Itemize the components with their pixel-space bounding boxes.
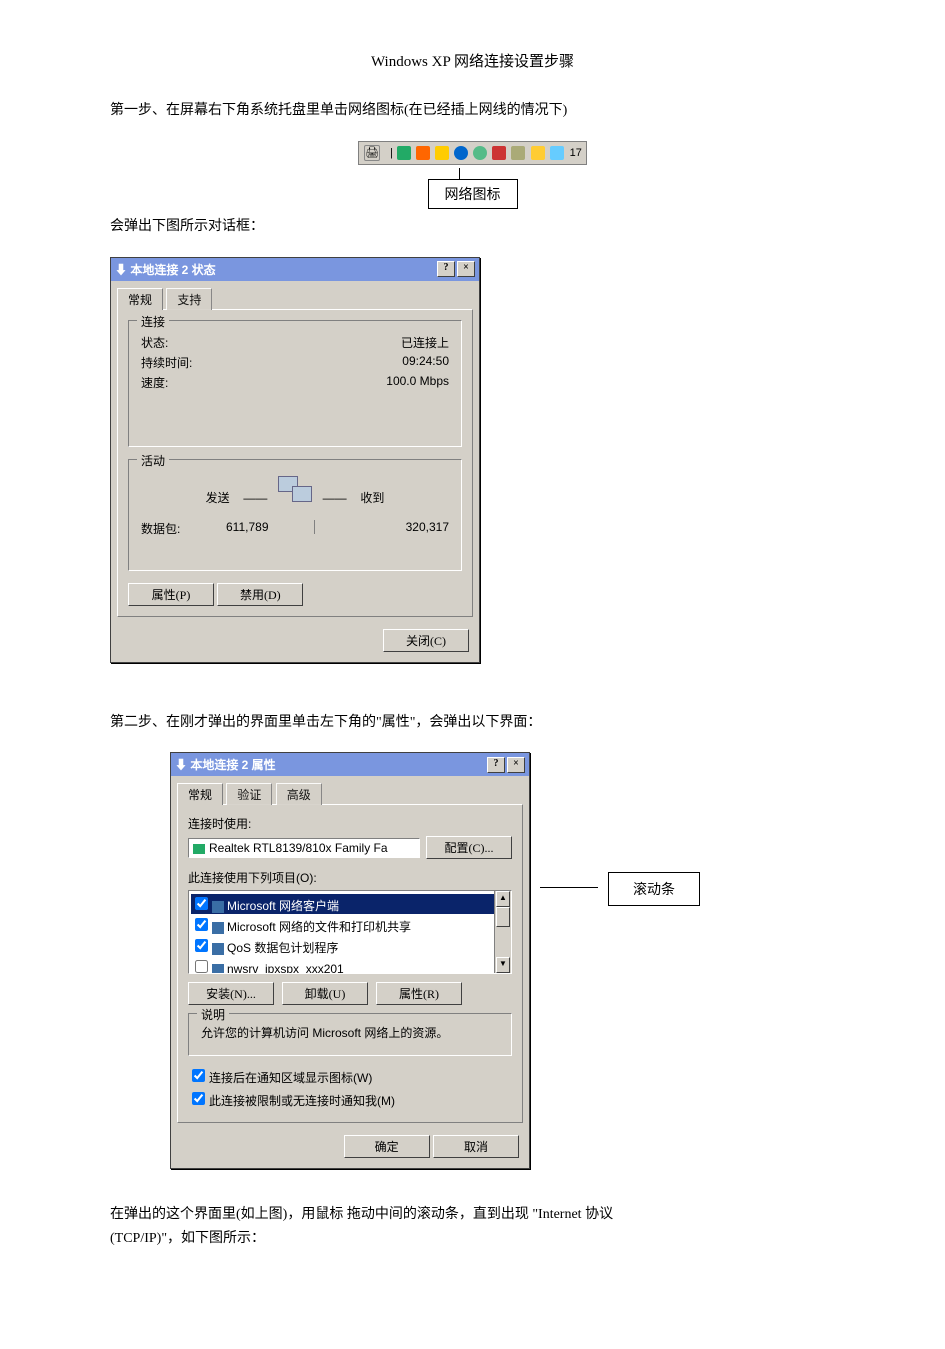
properties-dialog: ⬇ 本地连接 2 属性 ? × 常规 验证 高级 连接时使用: Realtek … <box>170 752 530 1169</box>
group-connection: 连接 <box>137 313 169 330</box>
disable-button[interactable]: 禁用(D) <box>217 583 303 606</box>
status-value: 已连接上 <box>401 334 449 351</box>
scrollbar[interactable]: ▲ ▼ <box>494 891 511 973</box>
help-button[interactable]: ? <box>487 757 505 773</box>
list-item[interactable]: Microsoft 网络的文件和打印机共享 <box>191 915 509 935</box>
tray-icon <box>473 146 487 160</box>
tray-icon <box>492 146 506 160</box>
items-listbox[interactable]: Microsoft 网络客户端 Microsoft 网络的文件和打印机共享 Qo… <box>188 890 512 974</box>
close-button[interactable]: × <box>507 757 525 773</box>
properties-button[interactable]: 属性(P) <box>128 583 214 606</box>
tray-network-icon[interactable] <box>397 146 411 160</box>
close-dialog-button[interactable]: 关闭(C) <box>383 629 469 652</box>
notify-checkbox[interactable]: 此连接被限制或无连接时通知我(M) <box>188 1089 512 1109</box>
tab-auth[interactable]: 验证 <box>226 783 272 805</box>
tray-icon <box>454 146 468 160</box>
computers-icon <box>278 476 312 502</box>
speed-label: 速度: <box>141 374 168 391</box>
items-label: 此连接使用下列项目(O): <box>188 869 512 886</box>
status-dialog: ⬇ 本地连接 2 状态 ? × 常规 支持 连接 状态: 已连接上 持续时间: 09… <box>110 257 480 663</box>
tab-general[interactable]: 常规 <box>177 783 223 805</box>
packets-label: 数据包: <box>141 520 180 537</box>
tray-clock: 17 <box>570 147 582 159</box>
description-text: 允许您的计算机访问 Microsoft 网络上的资源。 <box>201 1024 499 1041</box>
close-button[interactable]: × <box>457 261 475 277</box>
tray-icon <box>435 146 449 160</box>
client-icon <box>212 901 224 913</box>
item-checkbox[interactable] <box>195 960 208 973</box>
tab-advanced[interactable]: 高级 <box>276 783 322 805</box>
speed-value: 100.0 Mbps <box>386 374 449 391</box>
callout-connector <box>540 887 598 888</box>
step1-text: 第一步、在屏幕右下角系统托盘里单击网络图标(在已经插上网线的情况下) <box>110 99 835 123</box>
step2-text: 第二步、在刚才弹出的界面里单击左下角的"属性"，会弹出以下界面： <box>110 711 835 735</box>
configure-button[interactable]: 配置(C)... <box>426 836 512 859</box>
tab-support[interactable]: 支持 <box>166 288 212 310</box>
recv-label: 收到 <box>353 489 391 506</box>
network-icon-callout: 网络图标 <box>428 179 518 209</box>
step3a-text: 在弹出的这个界面里(如上图)，用鼠标 拖动中间的滚动条，直到出现 "Intern… <box>110 1203 835 1227</box>
tab-general[interactable]: 常规 <box>117 288 163 310</box>
scroll-down-icon[interactable]: ▼ <box>496 957 510 973</box>
duration-label: 持续时间: <box>141 354 192 371</box>
packets-sent: 611,789 <box>180 520 314 537</box>
item-checkbox[interactable] <box>195 897 208 910</box>
status-label: 状态: <box>141 334 168 351</box>
step3b-text: (TCP/IP)"，如下图所示： <box>110 1227 835 1251</box>
scroll-thumb[interactable] <box>496 907 510 927</box>
tray-icon <box>531 146 545 160</box>
item-checkbox[interactable] <box>195 918 208 931</box>
item-properties-button[interactable]: 属性(R) <box>376 982 462 1005</box>
service-icon <box>212 943 224 955</box>
install-button[interactable]: 安装(N)... <box>188 982 274 1005</box>
nic-field: Realtek RTL8139/810x Family Fa <box>188 838 420 858</box>
cancel-button[interactable]: 取消 <box>433 1135 519 1158</box>
protocol-icon <box>212 964 224 974</box>
tray-icon <box>511 146 525 160</box>
group-description: 说明 <box>197 1006 229 1023</box>
group-activity: 活动 <box>137 452 169 469</box>
after-tray-text: 会弹出下图所示对话框： <box>110 215 835 239</box>
item-checkbox[interactable] <box>195 939 208 952</box>
scroll-up-icon[interactable]: ▲ <box>496 891 510 907</box>
show-icon-checkbox[interactable]: 连接后在通知区域显示图标(W) <box>188 1066 512 1086</box>
systray: 🖨 | 17 <box>358 141 587 165</box>
dialog-title: ⬇ 本地连接 2 属性 <box>175 756 276 773</box>
list-item[interactable]: Microsoft 网络客户端 <box>191 894 509 914</box>
packets-recv: 320,317 <box>315 520 449 537</box>
tray-generic-icon: 🖨 <box>364 145 380 161</box>
duration-value: 09:24:50 <box>402 354 449 371</box>
doc-title: Windows XP 网络连接设置步骤 <box>110 50 835 71</box>
sent-label: 发送 <box>199 489 237 506</box>
list-item[interactable]: nwsrv_ipxspx_xxx201 <box>191 957 509 974</box>
dialog-title: ⬇ 本地连接 2 状态 <box>115 261 216 278</box>
list-item[interactable]: QoS 数据包计划程序 <box>191 936 509 956</box>
scrollbar-callout: 滚动条 <box>608 872 700 906</box>
ok-button[interactable]: 确定 <box>344 1135 430 1158</box>
help-button[interactable]: ? <box>437 261 455 277</box>
uninstall-button[interactable]: 卸载(U) <box>282 982 368 1005</box>
tray-icon <box>550 146 564 160</box>
service-icon <box>212 922 224 934</box>
nic-icon <box>193 844 205 854</box>
connect-using-label: 连接时使用: <box>188 815 512 832</box>
tray-icon <box>416 146 430 160</box>
